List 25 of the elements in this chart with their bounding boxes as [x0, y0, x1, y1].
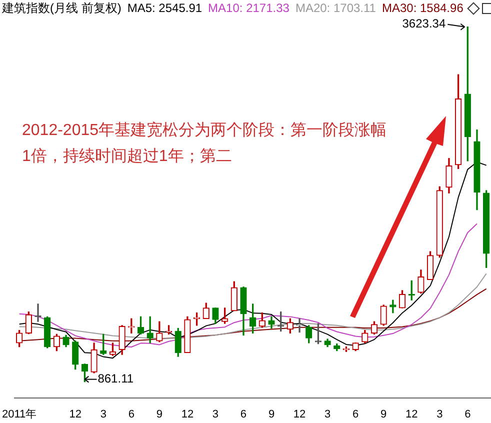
text: MA20: 1703.11: [295, 1, 376, 15]
x-tick-label: 3: [324, 408, 331, 420]
x-tick-label: 6: [464, 408, 471, 420]
text: MA30: 1584.96: [382, 1, 464, 15]
annotation: 861.11: [98, 372, 134, 386]
x-tick-label: 12: [405, 408, 418, 420]
annotation: 2012-2015年基建宽松分为两个阶段：第一阶段涨幅1倍，持续时间超过1年；第二: [22, 120, 388, 167]
x-tick-label: 6: [128, 408, 134, 420]
x-tick-label: 2011年: [2, 408, 37, 420]
x-tick-label: 9: [380, 408, 387, 420]
chart-title: 建筑指数(月线 前复权): [2, 1, 122, 15]
x-tick-label: 9: [156, 408, 162, 420]
x-tick-label: 3: [100, 408, 106, 420]
x-tick-label: 3: [436, 408, 443, 420]
x-tick-label: 12: [69, 408, 82, 420]
x-tick-label: 6: [240, 408, 247, 420]
text: MA10: 2171.33: [208, 1, 290, 15]
x-tick-label: 3: [212, 408, 219, 420]
x-tick-label: 6: [352, 408, 359, 420]
x-tick-label: 12: [293, 408, 306, 420]
x-tick-label: 9: [268, 408, 275, 420]
text: MA5: 2545.91: [127, 1, 202, 15]
annotation: 3623.34: [402, 16, 446, 31]
x-tick-label: 12: [181, 408, 194, 420]
candlestick: [390, 300, 396, 314]
